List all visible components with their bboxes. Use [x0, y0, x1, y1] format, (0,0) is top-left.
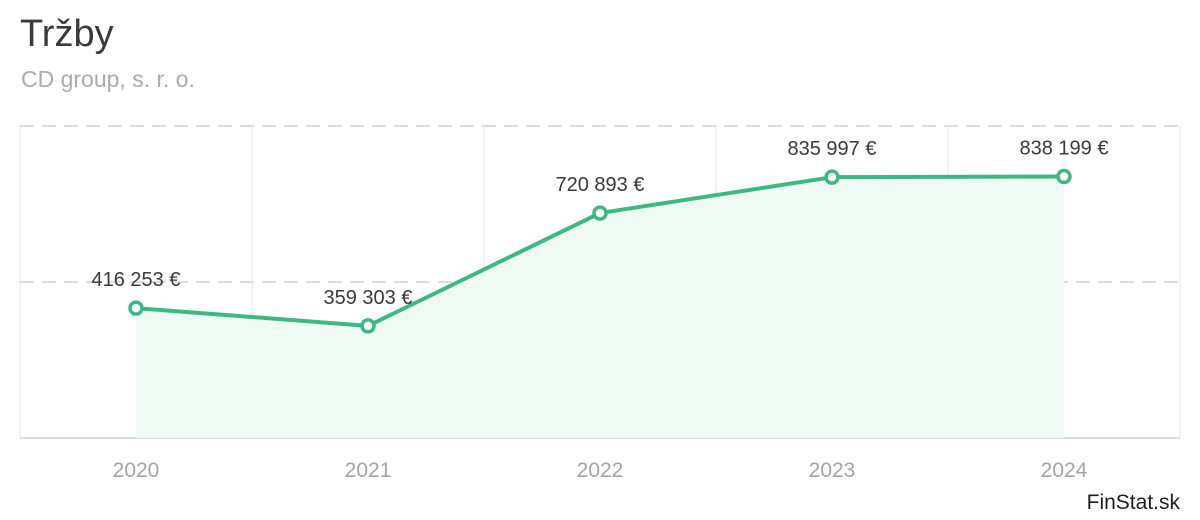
- data-points: [128, 168, 1072, 334]
- x-tick-2023: 2023: [809, 459, 856, 482]
- x-axis-ticks: 2020 2021 2022 2023 2024: [113, 459, 1088, 482]
- x-tick-2020: 2020: [113, 459, 160, 482]
- x-tick-2024: 2024: [1041, 459, 1088, 482]
- chart-subtitle: CD group, s. r. o.: [21, 66, 195, 92]
- data-point-2021[interactable]: [360, 318, 376, 334]
- data-point-2022[interactable]: [592, 205, 608, 221]
- data-label-2021: 359 303 €: [324, 287, 413, 309]
- data-point-2024[interactable]: [1056, 168, 1072, 185]
- data-label-2023: 835 997 €: [788, 138, 877, 160]
- data-labels: 416 253 € 359 303 € 720 893 € 835 997 € 838 …: [92, 137, 1109, 308]
- x-tick-2021: 2021: [345, 459, 392, 482]
- chart-title: Tržby: [20, 13, 114, 55]
- data-point-2020[interactable]: [128, 300, 144, 316]
- brand-logo-text[interactable]: FinStat.sk: [1086, 490, 1180, 514]
- data-point-2023[interactable]: [824, 169, 840, 185]
- data-label-2024: 838 199 €: [1020, 137, 1109, 159]
- data-label-2020: 416 253 €: [92, 269, 181, 291]
- x-tick-2022: 2022: [577, 459, 624, 482]
- revenue-area: [136, 176, 1064, 438]
- data-label-2022: 720 893 €: [556, 174, 645, 196]
